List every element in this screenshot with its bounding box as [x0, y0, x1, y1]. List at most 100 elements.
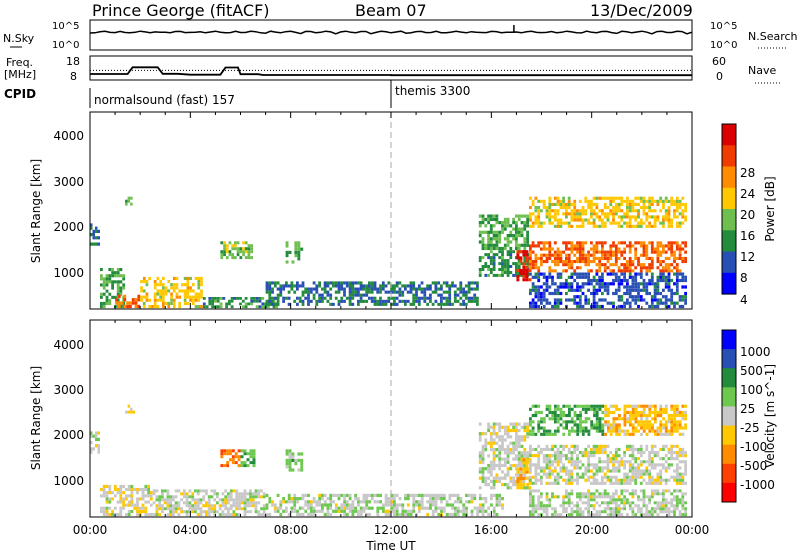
echo-cell — [656, 492, 660, 496]
echo-cell — [540, 417, 543, 421]
echo-cell — [492, 506, 496, 510]
echo-cell — [542, 253, 546, 257]
echo-cell — [645, 285, 649, 289]
echo-cell — [615, 429, 618, 433]
echo-cell — [515, 441, 518, 445]
echo-cell — [576, 475, 579, 479]
echo-cell — [650, 250, 654, 254]
echo-cell — [517, 457, 521, 461]
echo-cell — [531, 275, 535, 279]
echo-cell — [359, 509, 363, 513]
echo-cell — [509, 441, 513, 445]
echo-cell — [254, 501, 258, 505]
echo-cell — [368, 506, 371, 510]
echo-cell — [642, 423, 646, 427]
echo-cell — [238, 495, 241, 499]
echo-cell — [512, 237, 515, 241]
echo-cell — [556, 218, 560, 222]
echo-cell — [351, 290, 355, 294]
echo-cell — [659, 429, 663, 433]
echo-cell — [651, 410, 654, 414]
echo-cell — [664, 510, 668, 514]
echo-cell — [529, 423, 532, 427]
echo-cell — [246, 464, 250, 468]
echo-cell — [145, 283, 149, 287]
echo-cell — [598, 426, 602, 430]
echo-cell — [606, 215, 610, 219]
echo-cell — [542, 291, 546, 296]
echo-cell — [343, 512, 346, 517]
echo-cell — [495, 473, 499, 477]
echo-cell — [562, 410, 566, 414]
echo-cell — [138, 506, 142, 510]
echo-cell — [251, 504, 255, 508]
echo-cell — [573, 478, 577, 482]
echo-cell — [390, 284, 393, 288]
echo-cell — [595, 291, 599, 296]
echo-cell — [459, 296, 463, 300]
echo-cell — [105, 274, 109, 278]
echo-cell — [169, 510, 172, 514]
echo-cell — [268, 500, 272, 504]
echo-cell — [642, 253, 646, 257]
echo-cell — [542, 272, 546, 276]
echo-cell — [540, 492, 543, 496]
echo-cell — [623, 272, 626, 276]
echo-cell — [540, 451, 543, 455]
echo-cell — [664, 304, 668, 309]
echo-cell — [578, 212, 582, 216]
echo-cell — [570, 272, 574, 276]
echo-cell — [515, 444, 518, 448]
echo-cell — [612, 466, 615, 470]
echo-cell — [440, 509, 443, 513]
echo-cell — [556, 475, 560, 479]
echo-cell — [265, 299, 269, 303]
echo-cell — [631, 288, 635, 292]
echo-cell — [659, 504, 663, 508]
echo-cell — [503, 259, 507, 263]
echo-cell — [512, 217, 515, 221]
echo-cell — [381, 281, 385, 285]
echo-cell — [294, 247, 298, 251]
echo-cell — [495, 463, 499, 468]
echo-cell — [609, 481, 613, 485]
echo-cell — [664, 407, 668, 411]
echo-cell — [244, 302, 248, 306]
echo-cell — [650, 224, 654, 228]
echo-cell — [617, 504, 621, 508]
echo-cell — [606, 272, 610, 276]
echo-cell — [664, 404, 668, 408]
echo-cell — [631, 206, 635, 210]
echo-cell — [584, 209, 588, 213]
echo-cell — [297, 468, 301, 472]
echo-cell — [587, 256, 590, 260]
echo-cell — [398, 299, 402, 303]
echo-cell — [249, 495, 252, 499]
echo-cell — [537, 463, 541, 467]
echo-cell — [529, 272, 532, 276]
echo-cell — [156, 305, 160, 309]
echo-cell — [556, 272, 560, 276]
echo-cell — [285, 458, 289, 462]
echo-cell — [440, 299, 443, 303]
echo-cell — [153, 305, 157, 309]
echo-cell — [598, 298, 602, 302]
echo-cell — [642, 221, 646, 225]
echo-cell — [293, 299, 297, 303]
echo-cell — [678, 454, 682, 458]
echo-cell — [584, 199, 588, 203]
echo-cell — [205, 492, 208, 496]
echo-cell — [297, 241, 301, 245]
station-title: Prince George (fitACF) — [92, 1, 270, 20]
echo-cell — [484, 500, 488, 504]
echo-cell — [213, 507, 217, 511]
echo-cell — [199, 513, 203, 517]
echo-cell — [534, 256, 538, 260]
echo-cell — [183, 501, 186, 505]
echo-cell — [620, 196, 624, 200]
echo-cell — [587, 492, 590, 496]
echo-cell — [568, 420, 571, 424]
echo-cell — [656, 504, 660, 508]
echo-cell — [642, 209, 646, 213]
echo-cell — [490, 497, 493, 501]
